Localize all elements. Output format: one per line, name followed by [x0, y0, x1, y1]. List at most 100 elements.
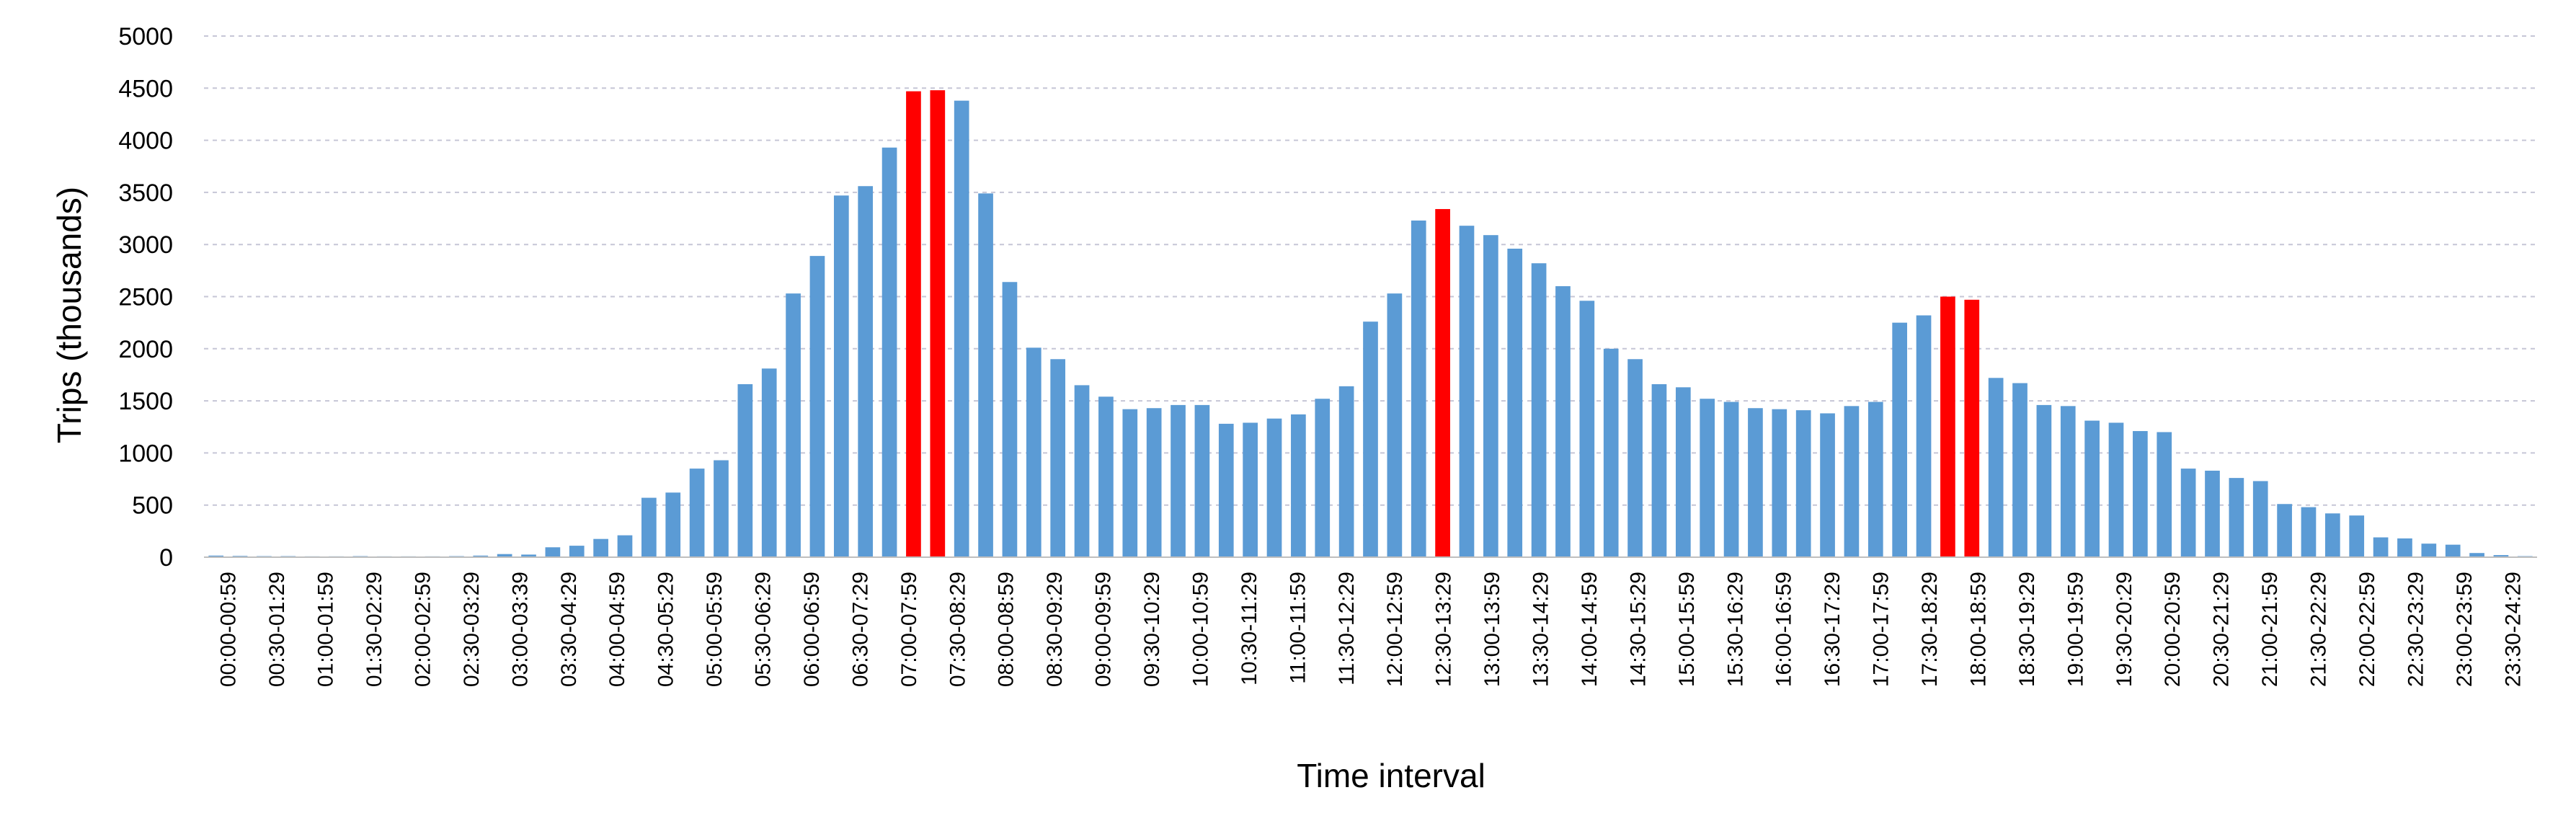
y-tick-label: 5000: [118, 23, 173, 50]
x-tick-label: 07:00-07:59: [897, 572, 921, 687]
bar-highlighted: [1964, 299, 1980, 557]
x-tick-label: 02:30-03:29: [460, 572, 484, 687]
bar: [1266, 418, 1282, 557]
bar: [1700, 399, 1715, 557]
x-tick-label: 06:30-07:29: [848, 572, 872, 687]
x-tick-label: 07:30-08:29: [946, 572, 969, 687]
bar: [1892, 322, 1908, 557]
y-tick-label: 500: [132, 492, 173, 520]
bar: [786, 293, 801, 557]
bar: [641, 497, 657, 557]
bar: [1627, 359, 1643, 557]
x-tick-label: 22:00-22:59: [2355, 572, 2379, 687]
bar: [1315, 399, 1331, 557]
y-tick-label: 2500: [118, 284, 173, 311]
bar: [1675, 387, 1691, 557]
bar: [1555, 286, 1571, 557]
bar: [1026, 347, 1041, 557]
bar-highlighted: [1435, 209, 1450, 557]
bar: [617, 535, 633, 557]
bar: [1411, 220, 1426, 557]
bar: [1916, 315, 1932, 557]
bar-highlighted: [930, 90, 946, 557]
bar: [809, 256, 825, 557]
bar: [2012, 383, 2028, 557]
bar: [2252, 481, 2268, 557]
x-tick-label: 15:30-16:29: [1723, 572, 1747, 687]
bar: [1459, 226, 1475, 557]
bar: [1820, 413, 1835, 557]
bar: [1122, 409, 1138, 557]
x-tick-label: 17:00-17:59: [1870, 572, 1893, 687]
x-tick-label: 08:30-09:29: [1043, 572, 1067, 687]
bar: [2229, 478, 2244, 557]
x-tick-label: 11:30-12:29: [1335, 572, 1359, 685]
bar: [1363, 321, 1378, 557]
bar: [2325, 513, 2340, 557]
bar: [2108, 422, 2124, 557]
bar: [1844, 406, 1860, 557]
bar: [2373, 537, 2389, 557]
bar: [1795, 410, 1811, 557]
y-tick-label: 4500: [118, 75, 173, 102]
x-tick-labels: 00:00-00:59 00:30-01:29 01:00-01:59 01:30-0…: [217, 572, 2526, 687]
bar: [473, 555, 489, 557]
x-tick-label: 16:30-17:29: [1821, 572, 1844, 687]
bar: [2421, 543, 2437, 557]
x-tick-label: 09:00-09:59: [1092, 572, 1116, 687]
bar: [833, 195, 849, 557]
bar: [208, 555, 224, 557]
x-tick-label: 13:30-14:29: [1529, 572, 1553, 687]
bar: [1338, 386, 1354, 557]
x-tick-label: 19:00-19:59: [2064, 572, 2087, 687]
bar: [1867, 401, 1883, 557]
bar: [2277, 504, 2292, 557]
y-tick-label: 2000: [118, 336, 173, 363]
x-tick-label: 11:00-11:59: [1286, 572, 1310, 684]
y-tick-label: 4000: [118, 128, 173, 155]
bar: [2301, 507, 2317, 557]
bar: [2157, 432, 2172, 557]
bar: [978, 193, 993, 557]
x-tick-label: 14:00-14:59: [1578, 572, 1602, 687]
bar: [761, 368, 777, 557]
x-tick-label: 01:00-01:59: [314, 572, 338, 687]
x-tick-label: 08:00-08:59: [995, 572, 1018, 687]
x-tick-label: 04:30-05:29: [654, 572, 678, 687]
bar: [593, 538, 608, 557]
x-tick-label: 00:30-01:29: [265, 572, 289, 687]
y-tick-label: 3500: [118, 179, 173, 207]
x-tick-label: 19:30-20:29: [2113, 572, 2136, 687]
bar: [1579, 301, 1595, 557]
bar: [1603, 348, 1619, 557]
bar: [545, 547, 561, 557]
bar: [1651, 383, 1667, 557]
bar: [1243, 422, 1258, 557]
x-tick-label: 09:30-10:29: [1140, 572, 1164, 687]
bar: [569, 546, 585, 557]
x-tick-label: 05:00-05:59: [703, 572, 727, 687]
bar: [2084, 420, 2100, 557]
bar: [2133, 431, 2148, 557]
x-tick-label: 21:30-22:29: [2307, 572, 2331, 687]
x-axis-title: Time interval: [1297, 757, 1485, 794]
bar: [1748, 408, 1763, 557]
bar: [1050, 359, 1066, 557]
bar: [737, 383, 753, 557]
x-tick-label: 05:30-06:29: [752, 572, 776, 687]
bar: [1723, 401, 1739, 557]
x-tick-label: 00:00-00:59: [217, 572, 241, 687]
y-tick-label: 3000: [118, 231, 173, 259]
bar: [2445, 544, 2461, 557]
y-tick-label: 0: [159, 544, 173, 572]
x-tick-label: 13:00-13:59: [1480, 572, 1504, 687]
bar: [2180, 469, 2196, 557]
x-tick-label: 21:00-21:59: [2258, 572, 2282, 687]
x-tick-label: 17:30-18:29: [1918, 572, 1942, 687]
x-tick-label: 22:30-23:29: [2404, 572, 2428, 687]
x-tick-label: 16:00-16:59: [1772, 572, 1796, 687]
x-tick-label: 14:30-15:29: [1626, 572, 1650, 687]
bar-highlighted: [906, 91, 921, 557]
x-tick-label: 20:30-21:29: [2210, 572, 2234, 687]
bar: [2493, 555, 2509, 557]
